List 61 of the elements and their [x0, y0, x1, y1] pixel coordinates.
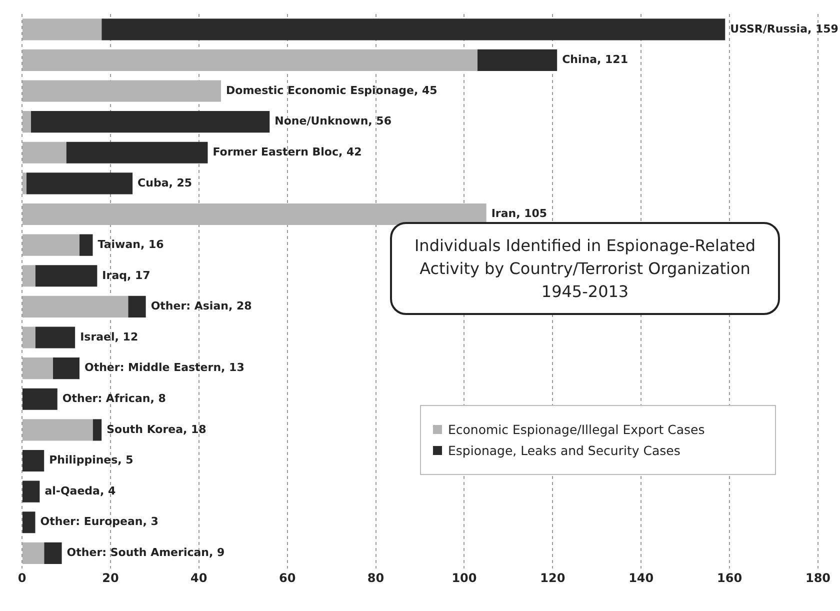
bar	[22, 512, 36, 534]
bar	[22, 480, 40, 502]
bar	[52, 358, 80, 380]
x-tick-label: 140	[628, 570, 654, 585]
text: Individuals Identified in Espionage-Related Activity by Country/Terrorist Organization 1945-2013	[390, 222, 780, 315]
legend-label: Espionage, Leaks and Security Cases	[448, 443, 680, 458]
bar	[22, 49, 478, 71]
bar	[22, 234, 80, 256]
bar	[44, 542, 62, 564]
x-tick-label: 160	[717, 570, 742, 585]
x-tick-label: 80	[367, 570, 384, 585]
y-tick-label: Other: South American, 9	[66, 546, 225, 560]
y-tick-label: Other: Asian, 28	[150, 300, 252, 313]
legend-label: Economic Espionage/Illegal Export Cases	[448, 422, 705, 437]
bar	[22, 142, 66, 164]
x-tick-label: 60	[278, 570, 296, 585]
bar	[22, 296, 128, 318]
x-tick-label: 100	[452, 570, 477, 585]
bar	[22, 326, 36, 348]
y-tick-label: Other: European, 3	[40, 515, 158, 528]
x-tick-label: 40	[190, 570, 208, 585]
bar	[22, 203, 486, 226]
y-tick-label: South Korea, 18	[106, 422, 206, 436]
y-tick-label: Israel, 12	[80, 330, 138, 344]
y-tick-label: al-Qaeda, 4	[44, 484, 116, 498]
y-tick-label: China, 121	[562, 53, 628, 66]
bar	[22, 358, 53, 380]
bar	[22, 111, 31, 133]
bar	[22, 542, 44, 564]
y-tick-label: Other: Middle Eastern, 13	[84, 361, 244, 374]
bar	[30, 111, 270, 133]
bar	[22, 450, 44, 472]
bar	[66, 142, 208, 164]
x-tick-label: 0	[18, 570, 26, 585]
bar	[35, 265, 98, 287]
bar	[22, 18, 102, 40]
bar	[92, 419, 102, 441]
bar	[22, 172, 26, 194]
bar	[22, 388, 58, 410]
y-tick-label: Philippines, 5	[49, 454, 134, 467]
bar	[22, 419, 93, 441]
y-tick-label: Domestic Economic Espionage, 45	[226, 84, 438, 97]
y-tick-label: USSR/Russia, 159	[730, 22, 838, 36]
bar	[79, 234, 93, 256]
y-tick-label: None/Unknown, 56	[274, 114, 392, 128]
bar	[26, 172, 133, 194]
bar	[477, 49, 558, 71]
bar	[22, 265, 36, 287]
y-tick-label: Iraq, 17	[102, 268, 150, 282]
bar	[22, 80, 221, 102]
y-tick-label: Former Eastern Bloc, 42	[212, 146, 362, 159]
bar	[128, 296, 146, 318]
bar	[35, 326, 76, 348]
x-tick-label: 180	[805, 570, 831, 585]
y-tick-label: Cuba, 25	[138, 176, 192, 190]
x-tick-label: 120	[540, 570, 566, 585]
y-tick-label: Other: African, 8	[62, 392, 166, 405]
bar	[102, 18, 726, 40]
y-tick-label: Taiwan, 16	[98, 238, 164, 251]
x-tick-label: 20	[102, 570, 119, 585]
y-tick-label: Iran, 105	[491, 207, 548, 220]
